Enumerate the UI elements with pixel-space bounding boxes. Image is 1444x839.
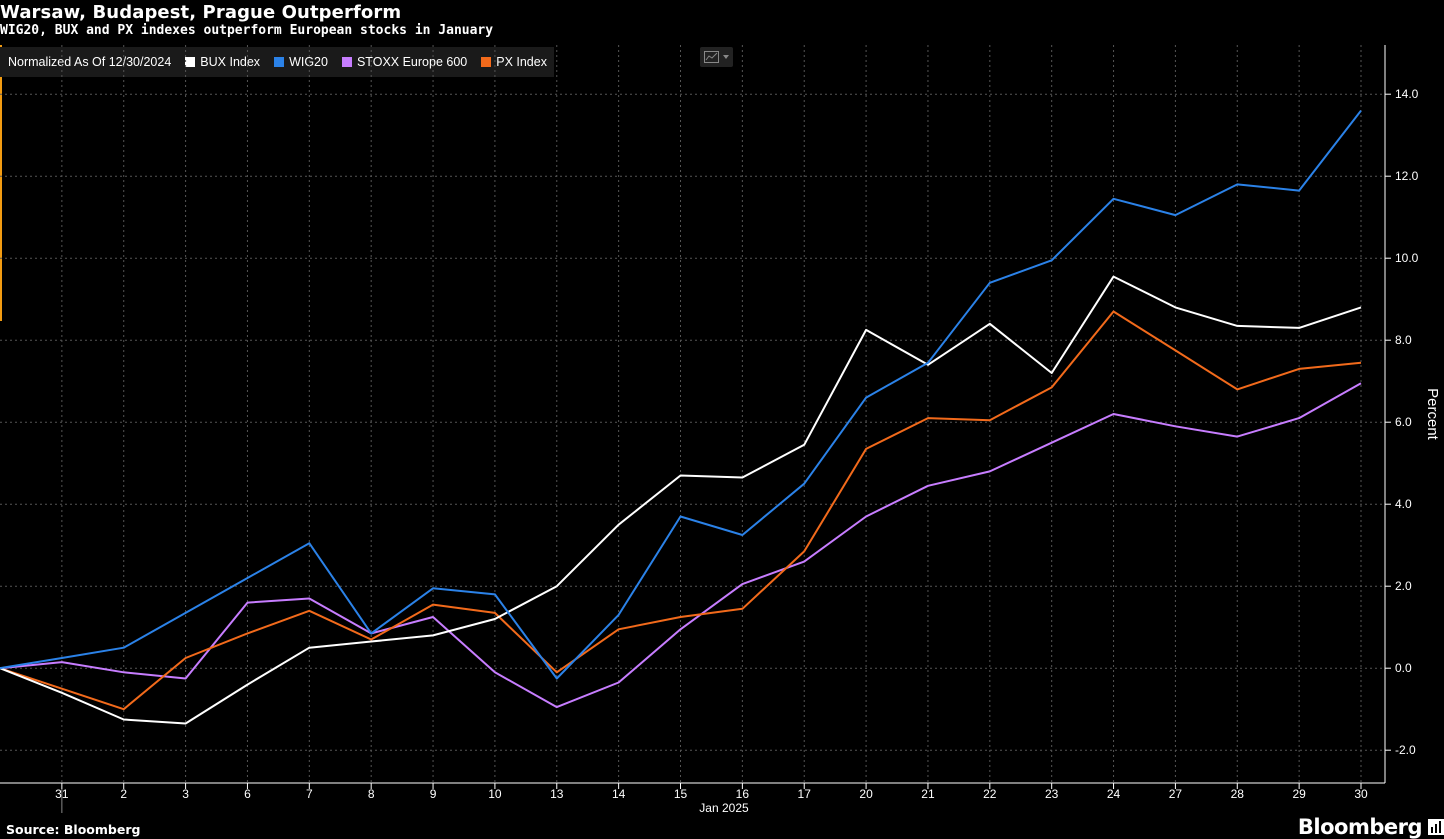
accent-bar bbox=[0, 45, 2, 321]
x-tick-label: 30 bbox=[1354, 787, 1368, 801]
chart-subtitle: WIG20, BUX and PX indexes outperform Eur… bbox=[0, 23, 494, 38]
series-line-wig20 bbox=[0, 109, 1362, 680]
y-tick-label: 0.0 bbox=[1395, 661, 1412, 675]
chart-type-menu[interactable] bbox=[700, 47, 733, 67]
legend-swatch-px bbox=[481, 57, 492, 67]
legend-label-px: PX Index bbox=[496, 55, 547, 69]
x-axis-label: Jan 2025 bbox=[699, 801, 749, 815]
x-tick-label: 29 bbox=[1292, 787, 1306, 801]
series-line-stoxx-europe-600 bbox=[0, 382, 1362, 709]
x-tick-label: 3 bbox=[182, 787, 189, 801]
series-line-bux-index bbox=[0, 275, 1362, 725]
legend-swatch-bux bbox=[185, 57, 196, 67]
y-tick-label: 2.0 bbox=[1395, 579, 1412, 593]
y-tick-label: 8.0 bbox=[1395, 333, 1412, 347]
legend-label-wig20: WIG20 bbox=[289, 55, 328, 69]
y-tick-label: 6.0 bbox=[1395, 415, 1412, 429]
brand-logo: Bloomberg bbox=[1298, 815, 1444, 839]
x-tick-label: 6 bbox=[244, 787, 251, 801]
x-tick-label: 13 bbox=[550, 787, 564, 801]
legend-item-bux[interactable]: BUX Index bbox=[185, 55, 260, 69]
x-tick-label: 24 bbox=[1107, 787, 1121, 801]
source-note: Source: Bloomberg bbox=[6, 822, 141, 837]
legend-swatch-wig20 bbox=[274, 57, 285, 67]
chevron-down-icon bbox=[723, 55, 729, 59]
chart-legend: Normalized As Of 12/30/2024 BUX Index WI… bbox=[0, 47, 554, 77]
y-tick-label: 14.0 bbox=[1395, 87, 1419, 101]
x-tick-label: 14 bbox=[612, 787, 626, 801]
x-tick-label: 23 bbox=[1045, 787, 1059, 801]
x-tick-label: 9 bbox=[430, 787, 437, 801]
x-tick-label: 22 bbox=[983, 787, 997, 801]
x-tick-label: 8 bbox=[368, 787, 375, 801]
x-tick-label: 2 bbox=[120, 787, 127, 801]
chart-title: Warsaw, Budapest, Prague Outperform bbox=[0, 2, 402, 23]
brand-text: Bloomberg bbox=[1297, 815, 1423, 839]
x-tick-label: 27 bbox=[1169, 787, 1183, 801]
y-axis-label: Percent bbox=[1424, 388, 1441, 441]
series-lines bbox=[0, 109, 1362, 725]
legend-item-px[interactable]: PX Index bbox=[481, 55, 547, 69]
x-tick-label: 21 bbox=[921, 787, 935, 801]
legend-item-wig20[interactable]: WIG20 bbox=[274, 55, 328, 69]
y-tick-label: 12.0 bbox=[1395, 169, 1419, 183]
y-tick-label: -2.0 bbox=[1395, 743, 1416, 757]
series-line-px-index bbox=[0, 310, 1362, 711]
y-tick-label: 4.0 bbox=[1395, 497, 1412, 511]
x-tick-label: 7 bbox=[306, 787, 313, 801]
bar-chart-icon bbox=[1428, 819, 1444, 835]
legend-normalized-label: Normalized As Of 12/30/2024 bbox=[8, 55, 172, 69]
x-tick-label: 17 bbox=[798, 787, 812, 801]
y-tick-label: 10.0 bbox=[1395, 251, 1419, 265]
legend-label-bux: BUX Index bbox=[200, 55, 261, 69]
x-tick-label: 20 bbox=[859, 787, 873, 801]
grid-lines bbox=[0, 45, 1385, 783]
x-tick-label: 31 bbox=[55, 787, 69, 801]
legend-label-stoxx: STOXX Europe 600 bbox=[356, 55, 468, 69]
x-tick-label: 28 bbox=[1231, 787, 1245, 801]
legend-swatch-stoxx bbox=[341, 57, 352, 67]
x-tick-label: 15 bbox=[674, 787, 688, 801]
axes: -2.00.02.04.06.08.010.012.014.031 2 3 6 7 8 9 1… bbox=[0, 45, 1441, 815]
x-tick-label: 10 bbox=[488, 787, 502, 801]
x-tick-label: 16 bbox=[736, 787, 750, 801]
line-chart-icon bbox=[704, 51, 719, 63]
legend-item-stoxx[interactable]: STOXX Europe 600 bbox=[341, 55, 468, 69]
